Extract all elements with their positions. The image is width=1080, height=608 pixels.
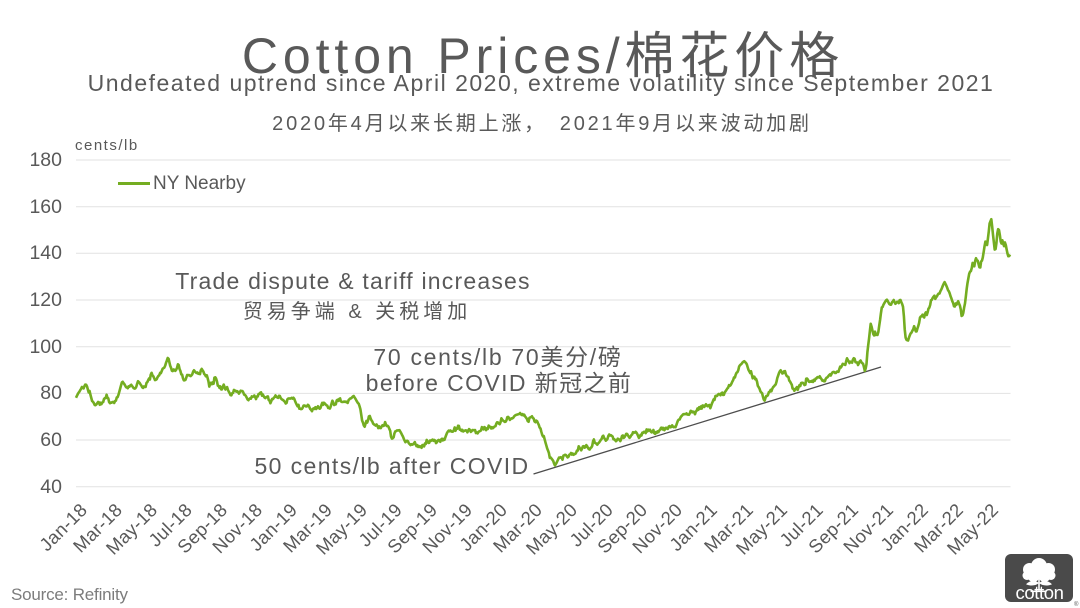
svg-text:cotton: cotton [1016,582,1064,603]
svg-text:®: ® [1074,601,1079,608]
